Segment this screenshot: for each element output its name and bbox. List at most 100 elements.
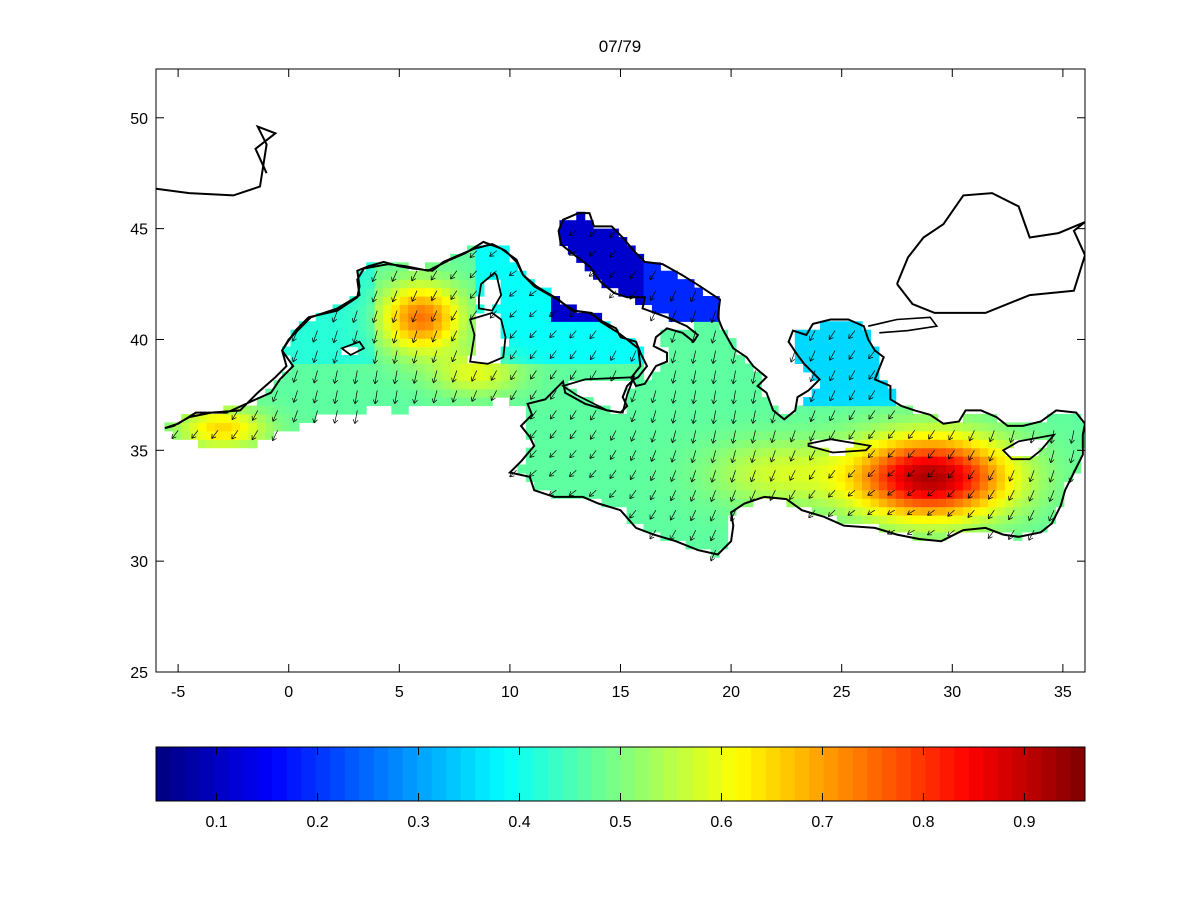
sea-cell [534, 346, 544, 356]
sea-cell [979, 472, 989, 482]
sea-cell [803, 405, 813, 415]
sea-cell [853, 422, 863, 432]
sea-cell [576, 253, 586, 263]
sea-cell [408, 270, 418, 280]
sea-cell [677, 338, 687, 348]
arrow [847, 489, 856, 497]
arrow [867, 509, 876, 516]
sea-cell [424, 354, 434, 365]
arrow [750, 390, 757, 404]
sea-cell [895, 405, 905, 415]
sea-cell [735, 413, 745, 423]
sea-cell [693, 422, 703, 432]
arrow [570, 410, 577, 420]
sea-cell [206, 439, 216, 449]
sea-cell [845, 481, 855, 491]
sea-cell [668, 270, 678, 280]
sea-cell [1013, 472, 1023, 482]
sea-cell [870, 413, 880, 423]
arrow [569, 470, 577, 478]
sea-cell [576, 422, 586, 432]
arrow [690, 310, 697, 323]
sea-cell [668, 371, 678, 381]
sea-cell [424, 312, 434, 322]
sea-cell [769, 464, 779, 474]
sea-cell [399, 354, 409, 365]
sea-cell [576, 430, 586, 440]
sea-cell [836, 430, 846, 440]
sea-cell [937, 515, 947, 525]
sea-cell [719, 515, 729, 525]
sea-cell [593, 237, 603, 247]
sea-cell [668, 422, 678, 432]
sea-cell [643, 489, 653, 499]
sea-cell [878, 405, 888, 415]
sea-cell [862, 506, 872, 516]
arrow [848, 410, 856, 421]
sea-cell [374, 388, 384, 398]
arrow [848, 330, 856, 339]
sea-cell [761, 397, 771, 407]
sea-cell [836, 481, 846, 491]
sea-cell [567, 354, 577, 365]
arrow [690, 470, 697, 483]
sea-cell [340, 363, 350, 373]
sea-cell [786, 464, 796, 474]
sea-cell [979, 515, 989, 525]
sea-cell [727, 498, 737, 508]
sea-cell [971, 422, 981, 432]
sea-cell [786, 422, 796, 432]
y-tick-label: 50 [130, 111, 148, 128]
colorbar-step [591, 747, 607, 801]
arrow [828, 330, 836, 340]
sea-cell [576, 228, 586, 238]
sea-cell [391, 287, 401, 297]
arrow [1008, 490, 1015, 501]
sea-cell [609, 253, 619, 263]
sea-cell [1004, 430, 1014, 440]
colorbar-step [867, 747, 883, 801]
colorbar-step [286, 747, 302, 801]
sea-cell [878, 439, 888, 449]
sea-cell [912, 447, 922, 457]
sea-cell [466, 253, 476, 263]
sea-cell [643, 413, 653, 423]
sea-cell [559, 481, 569, 491]
sea-cell [887, 405, 897, 415]
coastline-island [468, 311, 507, 365]
sea-cell [551, 296, 561, 306]
sea-cell [685, 447, 695, 457]
sea-cell [458, 304, 468, 314]
sea-cell [601, 456, 611, 466]
colorbar-tick-label: 0.2 [306, 814, 328, 831]
sea-cell [761, 472, 771, 482]
sea-cell [719, 430, 729, 440]
sea-cell [651, 447, 661, 457]
sea-cell [441, 287, 451, 297]
coastline-island [1001, 433, 1057, 461]
sea-cell [416, 329, 426, 339]
sea-cell [1055, 456, 1065, 466]
sea-cell [996, 422, 1006, 432]
sea-cell [643, 296, 653, 306]
sea-cell [677, 422, 687, 432]
sea-cell [214, 430, 224, 440]
sea-cell [1030, 481, 1040, 491]
colorbar-step [736, 747, 752, 801]
sea-cell [424, 371, 434, 381]
sea-cell [315, 312, 325, 322]
sea-cell [1030, 422, 1040, 432]
sea-cell [408, 388, 418, 398]
sea-cell [424, 380, 434, 390]
sea-cell [584, 228, 594, 238]
sea-cell [626, 430, 636, 440]
sea-cell [324, 321, 334, 331]
sea-cell [567, 338, 577, 348]
sea-cell [693, 447, 703, 457]
sea-cell [601, 489, 611, 499]
sea-cell [567, 472, 577, 482]
sea-cell [391, 346, 401, 356]
sea-cell [660, 329, 670, 339]
arrow [589, 350, 597, 361]
sea-cell [534, 363, 544, 373]
